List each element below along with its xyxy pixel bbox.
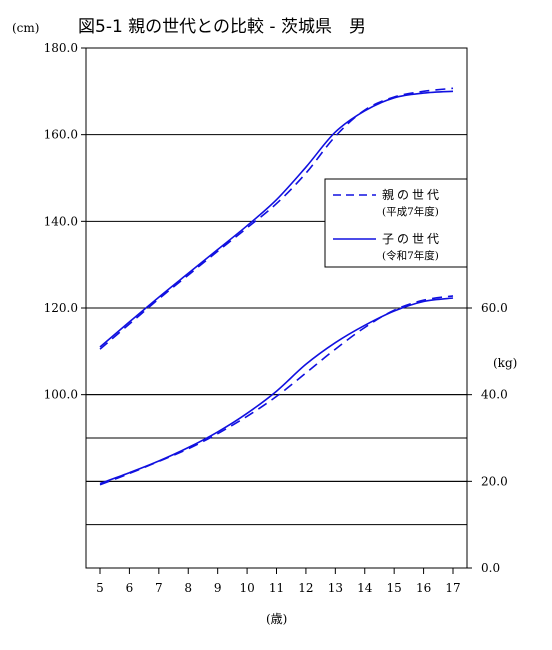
height-unit-label: (cm) xyxy=(12,21,39,35)
legend-child-label: 子の世代 xyxy=(382,232,442,246)
height-tick-label: 140.0 xyxy=(44,214,78,228)
weight-tick-label: 0.0 xyxy=(481,561,500,575)
x-tick-label: 5 xyxy=(96,581,104,595)
legend-child-sub: (令和7年度) xyxy=(382,249,439,262)
x-tick-label: 11 xyxy=(269,581,284,595)
x-tick-label: 13 xyxy=(328,581,343,595)
height-tick-label: 100.0 xyxy=(44,388,78,402)
series-line-height-child xyxy=(99,90,454,348)
legend-parent-label: 親の世代 xyxy=(382,188,442,202)
x-tick-label: 7 xyxy=(155,581,163,595)
x-tick-label: 16 xyxy=(416,581,431,595)
legend-parent-sub: (平成7年度) xyxy=(382,205,439,218)
height-tick-label: 180.0 xyxy=(44,41,78,55)
weight-unit-label: (kg) xyxy=(493,356,517,370)
legend: 親の世代 (平成7年度) 子の世代 (令和7年度) xyxy=(324,178,468,268)
x-tick-label: 10 xyxy=(239,581,254,595)
x-axis-label: (歳) xyxy=(266,612,287,626)
x-tick-label: 12 xyxy=(298,581,313,595)
x-tick-label: 6 xyxy=(126,581,134,595)
x-tick-label: 17 xyxy=(445,581,460,595)
chart-title: 図5-1 親の世代との比較 - 茨城県 男 xyxy=(78,17,366,37)
weight-tick-label: 60.0 xyxy=(481,301,508,315)
weight-tick-label: 40.0 xyxy=(481,388,508,402)
height-tick-label: 120.0 xyxy=(44,301,78,315)
height-tick-label: 160.0 xyxy=(44,128,78,142)
x-tick-label: 9 xyxy=(214,581,222,595)
series-line-weight-child xyxy=(99,297,454,485)
weight-tick-label: 20.0 xyxy=(481,474,508,488)
legend-box xyxy=(324,178,468,268)
x-tick-label: 8 xyxy=(184,581,192,595)
x-tick-label: 14 xyxy=(357,581,373,595)
x-tick-label: 15 xyxy=(387,581,402,595)
